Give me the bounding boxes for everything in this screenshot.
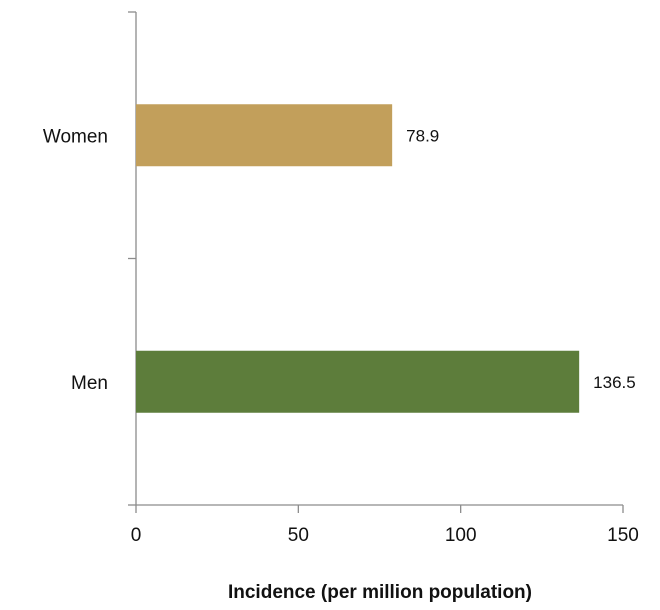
category-label: Men: [71, 373, 108, 394]
x-tick-label: 100: [445, 525, 477, 546]
bar-women: [136, 104, 393, 167]
x-tick-label: 50: [288, 525, 309, 546]
axes-layer: [128, 11, 624, 513]
bars-layer: [136, 104, 580, 413]
x-tick-label: 150: [607, 525, 639, 546]
data-label: 136.5: [593, 373, 636, 392]
x-axis-title: Incidence (per million population): [228, 582, 532, 603]
category-label: Women: [43, 126, 108, 147]
data-label: 78.9: [406, 126, 439, 145]
x-tick-label: 0: [131, 525, 142, 546]
labels-layer: 0 50 100 150 Women 78.9 Men 136.5: [43, 126, 639, 546]
bar-men: [136, 350, 580, 413]
